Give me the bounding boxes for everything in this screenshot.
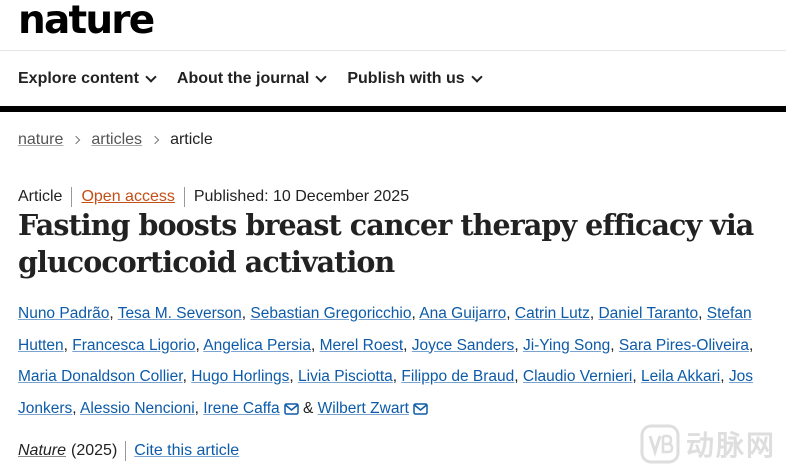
- watermark: 动脉网: [640, 424, 776, 464]
- author-link[interactable]: Ji-Ying Song: [522, 336, 611, 354]
- author-link[interactable]: Francesca Ligorio: [72, 336, 196, 354]
- cite-this-article-link[interactable]: Cite this article: [134, 442, 240, 459]
- author-link[interactable]: Tesa M. Severson: [117, 305, 242, 322]
- chevron-down-icon: [315, 70, 328, 83]
- author-link[interactable]: Nuno Padrão: [18, 305, 110, 322]
- author-link[interactable]: Catrin Lutz: [514, 305, 590, 322]
- chevron-down-icon: [471, 70, 483, 83]
- chevron-right-icon: [150, 135, 160, 145]
- citation-line: Nature (2025) Cite this article: [18, 441, 239, 461]
- author-link[interactable]: Irene Caffa: [203, 399, 280, 417]
- author-link[interactable]: Maria Donaldson Collier: [18, 368, 183, 386]
- author-link[interactable]: Daniel Taranto: [598, 305, 699, 322]
- nav-about-the-journal[interactable]: About the journal: [176, 69, 328, 88]
- logo-bar: nature: [0, 0, 786, 51]
- author-list: Nuno Padrão, Tesa M. Severson, Sebastian…: [18, 305, 754, 417]
- author-link[interactable]: Filippo de Braud: [401, 368, 515, 386]
- nav-publish-with-us-label: Publish with us: [347, 69, 465, 87]
- breadcrumb-nature[interactable]: nature: [18, 131, 64, 148]
- author-link[interactable]: Stefan Hutten: [18, 305, 752, 354]
- author-link[interactable]: Angelica Persia: [203, 336, 311, 354]
- meta-divider: [183, 187, 185, 207]
- published-date: Published: 10 December 2025: [193, 188, 410, 205]
- nav-explore-content-label: Explore content: [18, 69, 139, 87]
- author-link[interactable]: Wilbert Zwart: [317, 399, 409, 417]
- author-link[interactable]: Jos Jonkers: [18, 368, 753, 417]
- author-link[interactable]: Livia Pisciotta: [298, 368, 393, 386]
- article-meta: Article Open access Published: 10 Decemb…: [18, 187, 409, 207]
- author-link[interactable]: Merel Roest: [319, 336, 404, 354]
- author-link[interactable]: Joyce Sanders: [411, 336, 515, 354]
- mail-icon[interactable]: [413, 403, 428, 415]
- author-link[interactable]: Sara Pires-Oliveira: [618, 336, 749, 354]
- nav-publish-with-us[interactable]: Publish with us: [347, 69, 483, 88]
- author-link[interactable]: Claudio Vernieri: [522, 368, 633, 386]
- open-access-link[interactable]: Open access: [81, 188, 175, 205]
- journal-link[interactable]: Nature: [18, 442, 67, 459]
- breadcrumb: nature articles article: [18, 131, 213, 149]
- author-link[interactable]: Sebastian Gregoricchio: [250, 305, 412, 322]
- author-link[interactable]: Leila Akkari: [640, 368, 721, 386]
- author-link[interactable]: Alessio Nencioni: [80, 399, 195, 417]
- chevron-down-icon: [145, 70, 157, 83]
- main-nav: Explore content About the journal Publis…: [0, 51, 786, 112]
- nature-logo[interactable]: nature: [18, 0, 155, 43]
- meta-divider: [71, 187, 73, 207]
- breadcrumb-articles[interactable]: articles: [91, 131, 143, 148]
- publication-year: (2025): [71, 442, 118, 459]
- citation-divider: [125, 441, 127, 461]
- watermark-text: 动脉网: [685, 429, 776, 462]
- chevron-right-icon: [72, 135, 81, 145]
- breadcrumb-current: article: [170, 131, 213, 148]
- nav-about-the-journal-label: About the journal: [176, 69, 310, 87]
- author-link[interactable]: Ana Guijarro: [419, 305, 507, 322]
- nav-explore-content[interactable]: Explore content: [18, 69, 157, 88]
- article-title: Fasting boosts breast cancer therapy eff…: [18, 208, 754, 279]
- mail-icon[interactable]: [283, 403, 299, 415]
- article-type: Article: [18, 188, 63, 205]
- author-link[interactable]: Hugo Horlings: [191, 368, 290, 386]
- vb-logo-icon: [640, 424, 680, 464]
